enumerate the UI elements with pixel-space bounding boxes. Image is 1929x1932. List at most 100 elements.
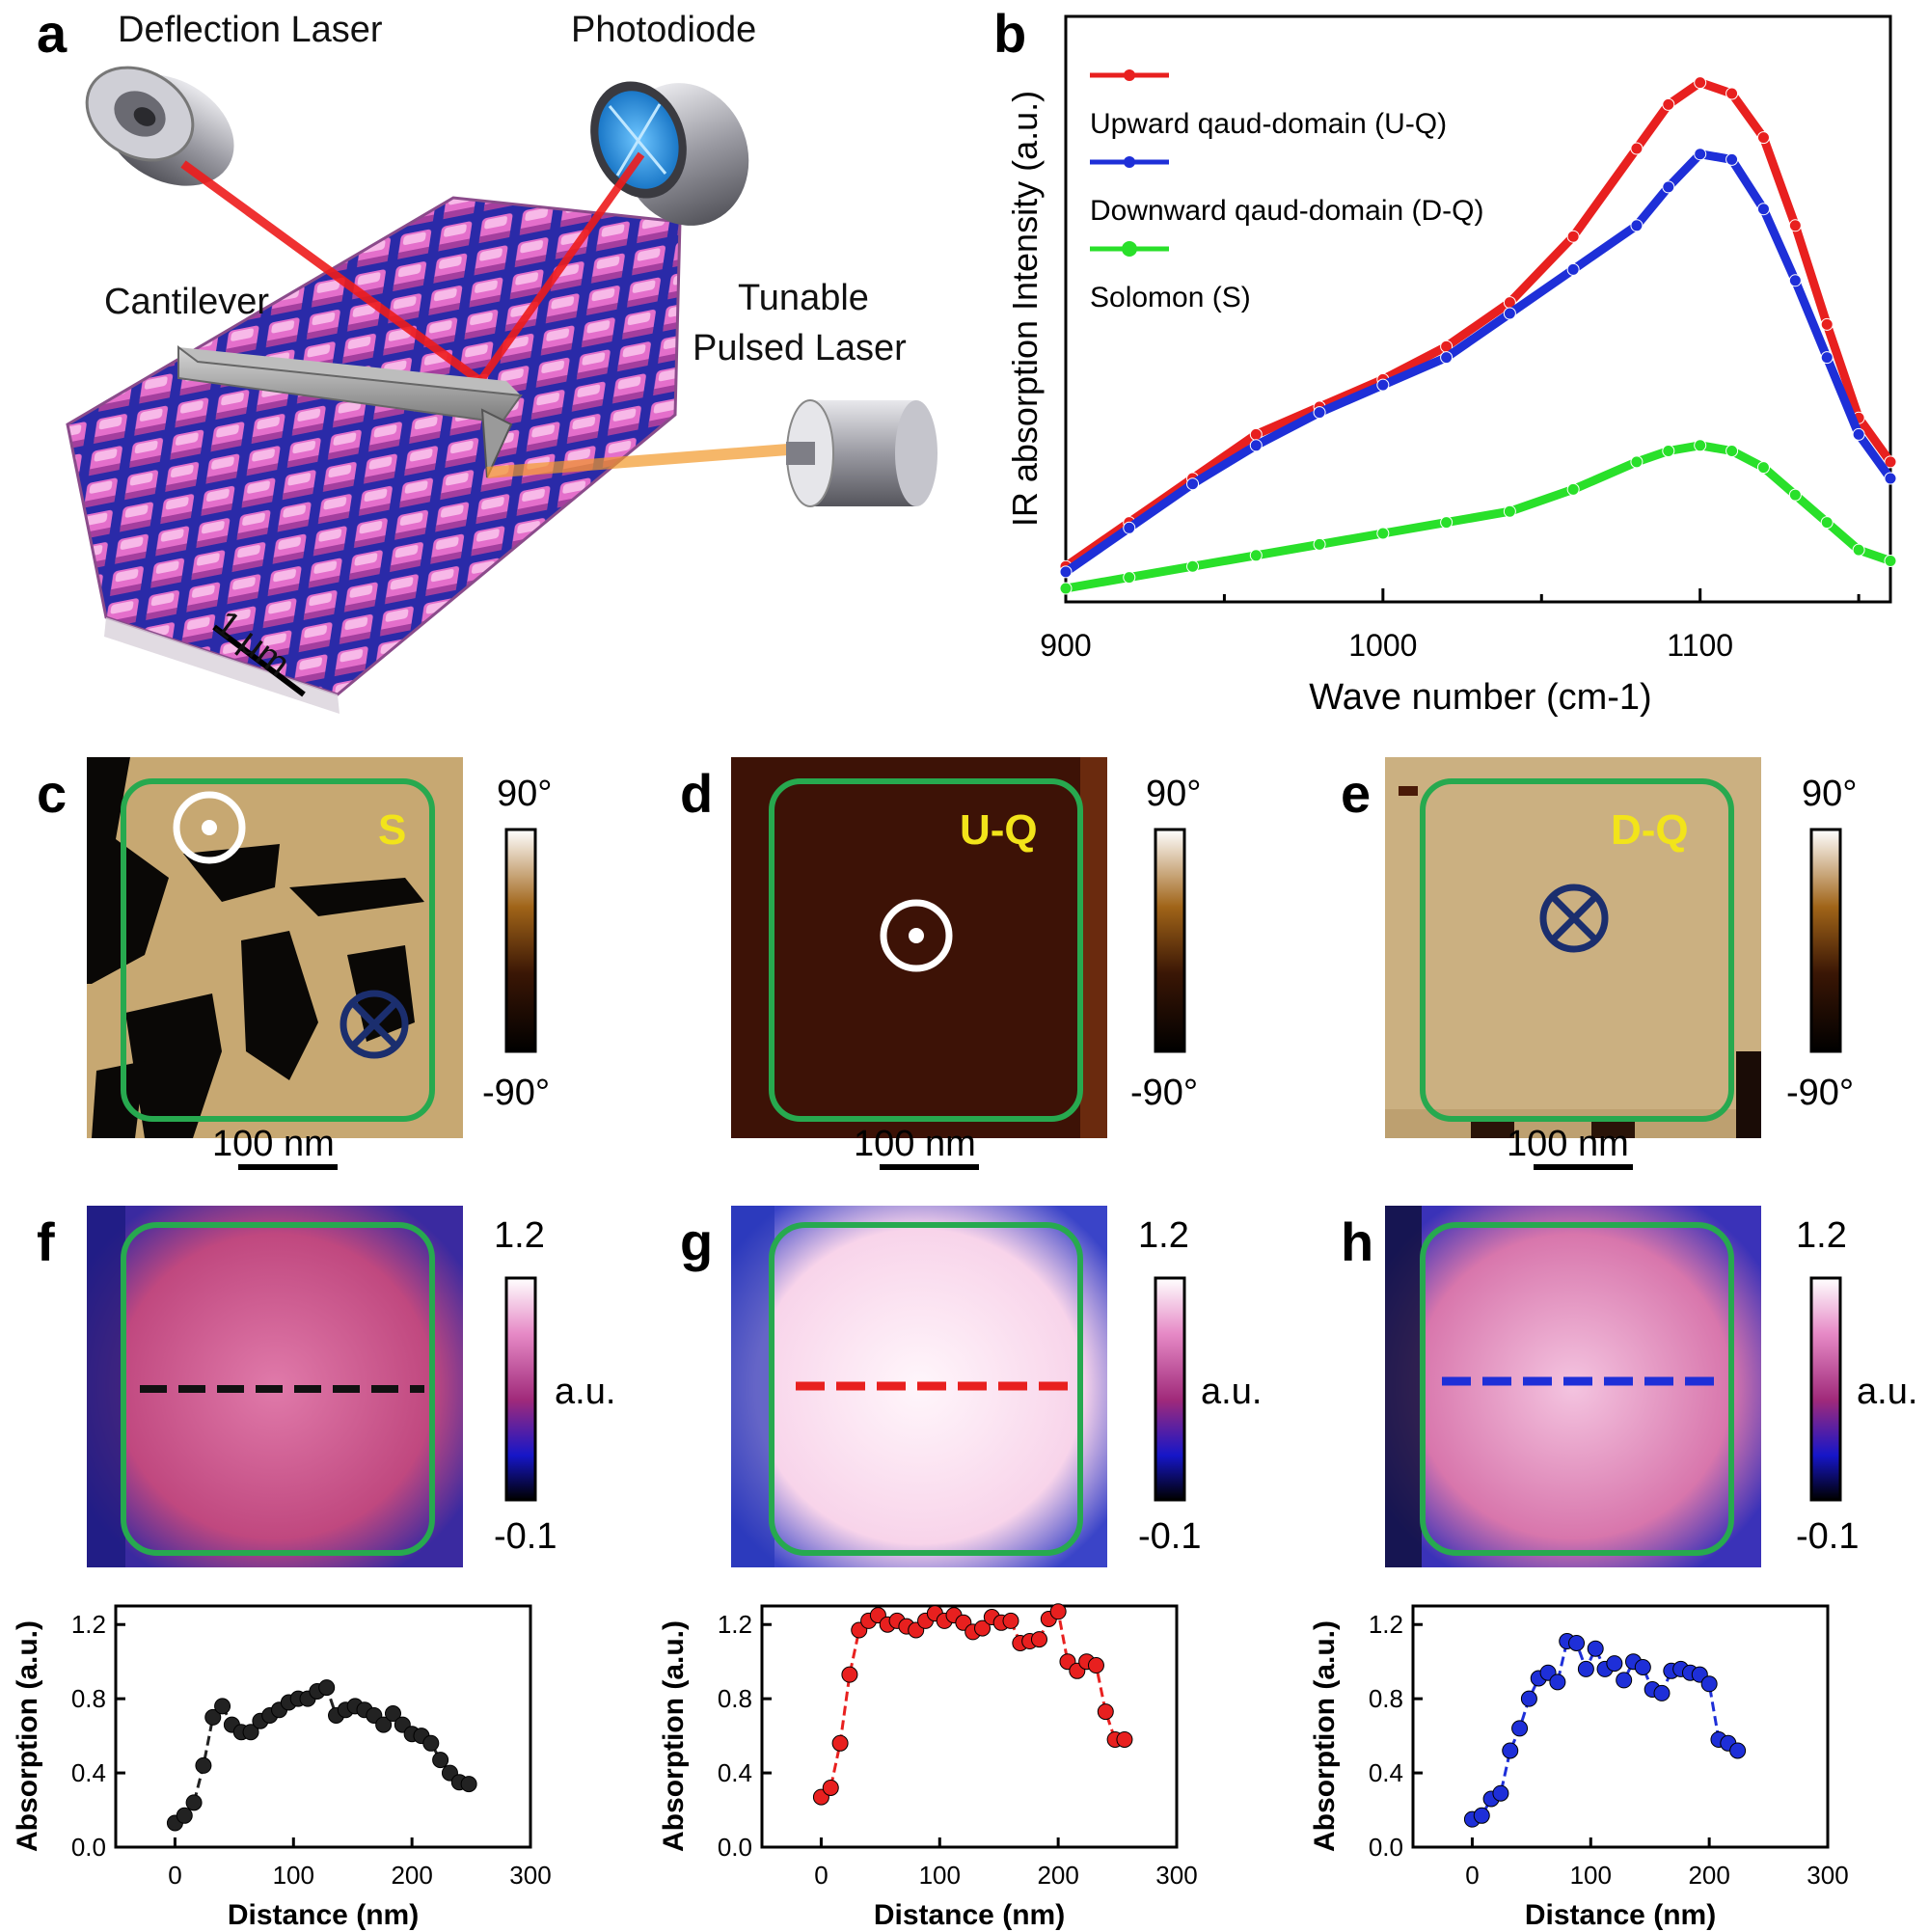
profile-point: [1097, 1703, 1114, 1721]
cbar-min-e: -90°: [1786, 1073, 1854, 1113]
data-point: [1630, 142, 1644, 155]
profile-point: [185, 1794, 203, 1811]
data-point: [1440, 351, 1454, 365]
x-axis-label: Distance (nm): [228, 1899, 419, 1931]
data-point: [1788, 274, 1802, 287]
profile-point: [1634, 1658, 1651, 1675]
pfm-map-dq: D-Q 90° -90° 100 nm: [1385, 757, 1857, 1170]
data-point: [1725, 445, 1739, 457]
profile-point: [1587, 1640, 1604, 1657]
data-point: [1566, 482, 1580, 496]
ir-map-s: 1.2 a.u. -0.1: [87, 1206, 615, 1567]
profile-point: [1473, 1807, 1490, 1824]
legend-dq: Downward qaud-domain (D-Q): [1090, 195, 1484, 227]
data-point: [1249, 439, 1263, 452]
tunable-laser-icon: [786, 399, 937, 507]
cbar-unit-g: a.u.: [1201, 1372, 1262, 1412]
cbar-max-f: 1.2: [494, 1215, 545, 1256]
data-point: [1059, 565, 1073, 579]
plot-frame: [1411, 1604, 1830, 1849]
y-tick-label: 0.4: [718, 1758, 752, 1787]
cbar-max-g: 1.2: [1138, 1215, 1189, 1256]
out-of-plane-up-icon: [880, 899, 953, 972]
x-tick-label: 300: [509, 1861, 551, 1890]
data-point: [1059, 582, 1073, 595]
data-point: [1630, 219, 1644, 232]
y-tick-label: 0.0: [1369, 1833, 1403, 1862]
data-point: [1852, 427, 1865, 441]
y-tick-label: 0.8: [718, 1684, 752, 1713]
data-point: [1756, 461, 1770, 475]
data-point: [1884, 455, 1897, 469]
profile-point: [1616, 1672, 1633, 1689]
profile-chart-s: 0 100 200 300 0.0 0.4 0.8 1.2 Distance (nm) Absor…: [12, 1604, 552, 1931]
data-point: [1820, 516, 1834, 530]
data-point: [1503, 504, 1516, 518]
panel-label-c: c: [37, 763, 68, 824]
data-point: [1756, 131, 1770, 145]
y-tick-label: 0.4: [71, 1758, 106, 1787]
data-point: [1249, 549, 1263, 562]
plot-frame: [114, 1604, 532, 1849]
profile-point: [831, 1734, 849, 1752]
profile-point: [1511, 1720, 1529, 1737]
x-tick-label: 0: [814, 1861, 828, 1890]
ir-spectrum-chart: 900 1000 1100 Upward qaud-domain (U-Q) Dow…: [1005, 14, 1897, 718]
profile-point: [432, 1752, 449, 1769]
profile-point: [214, 1698, 231, 1715]
panel-label-g: g: [680, 1211, 714, 1272]
deflection-laser-icon: [85, 66, 234, 186]
x-tick-label: 0: [168, 1861, 181, 1890]
profile-point: [1002, 1612, 1019, 1629]
cbar-min-g: -0.1: [1138, 1516, 1201, 1557]
data-point: [1440, 516, 1454, 530]
y-tick-label: 0.8: [71, 1684, 106, 1713]
profile-point: [1606, 1655, 1623, 1673]
profile-point: [974, 1619, 992, 1637]
legend-uq: Upward qaud-domain (U-Q): [1090, 108, 1447, 140]
y-axis-label: IR absorption Intensity (a.u.): [1005, 91, 1045, 527]
profile-point: [1729, 1742, 1747, 1759]
region-box: [769, 778, 1083, 1122]
profile-point: [384, 1705, 401, 1723]
profile-point: [1030, 1631, 1047, 1648]
region-box: [769, 1222, 1083, 1556]
x-tick-label: 200: [1688, 1861, 1729, 1890]
ir-map-dq: 1.2 a.u. -0.1: [1385, 1206, 1917, 1567]
data-point: [1820, 351, 1834, 365]
x-tick-label: 100: [919, 1861, 961, 1890]
data-point: [1852, 543, 1865, 557]
x-tick-label: 1000: [1348, 628, 1417, 663]
data-point: [1694, 148, 1707, 161]
panel-label-e: e: [1341, 763, 1372, 824]
x-axis-label: Distance (nm): [874, 1899, 1065, 1931]
data-point: [1756, 203, 1770, 216]
x-tick-label: 900: [1040, 628, 1091, 663]
panel-label-b: b: [993, 3, 1027, 64]
profile-point: [318, 1679, 336, 1697]
plot-frame: [760, 1604, 1179, 1849]
panel-label-h: h: [1341, 1211, 1374, 1272]
y-tick-label: 1.2: [71, 1610, 106, 1639]
line-profiles: 0 100 200 300 0.0 0.4 0.8 1.2 Distance (nm) Absor…: [12, 1603, 1849, 1931]
cbar-max-d: 90°: [1146, 774, 1201, 814]
data-point: [1725, 152, 1739, 166]
profile-point: [1116, 1730, 1133, 1748]
label-pulsed-laser: Pulsed Laser: [693, 328, 907, 368]
profile-point: [1568, 1634, 1586, 1651]
x-tick-label: 100: [273, 1861, 314, 1890]
y-axis-label: Absorption (a.u.): [658, 1620, 690, 1852]
profile-chart-dq: 0 100 200 300 0.0 0.4 0.8 1.2 Distance (nm) Absor…: [1309, 1604, 1849, 1931]
profile-point: [841, 1666, 858, 1683]
profile-point: [1700, 1675, 1718, 1693]
panel-label-f: f: [37, 1211, 55, 1272]
out-of-plane-up-icon: [173, 791, 246, 864]
photodiode-icon: [590, 81, 749, 226]
cbar-min-c: -90°: [482, 1073, 550, 1113]
data-point: [1788, 488, 1802, 502]
x-axis-label: Wave number (cm-1): [1309, 677, 1651, 718]
pfm-maps: S 90° -90° 100 nm U-Q 90° -90° 100 nm D-…: [87, 757, 1857, 1170]
data-point: [1662, 97, 1675, 111]
data-point: [1566, 230, 1580, 243]
data-point: [1884, 472, 1897, 485]
